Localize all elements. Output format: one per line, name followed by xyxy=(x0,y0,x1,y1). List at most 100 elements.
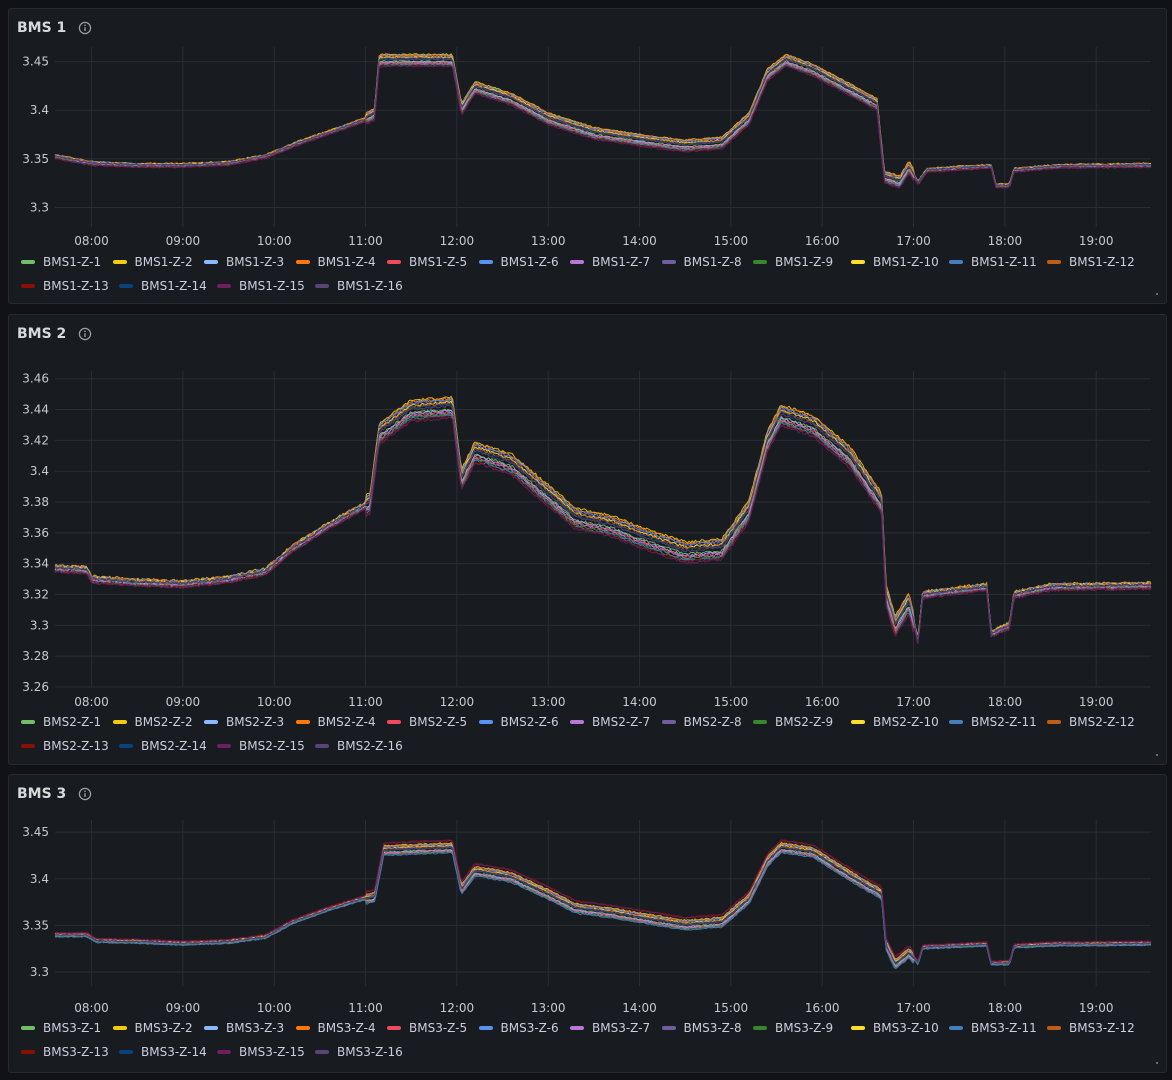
legend-swatch xyxy=(387,720,401,724)
series-line-bms1-z-13[interactable] xyxy=(54,64,1152,189)
legend-item[interactable]: BMS3-Z-9 xyxy=(753,1019,851,1037)
x-tick-label: 14:00 xyxy=(622,695,657,709)
panel-title: BMS 3 xyxy=(17,786,67,802)
legend-item[interactable]: BMS1-Z-6 xyxy=(478,253,571,271)
legend-swatch xyxy=(315,1050,329,1054)
series-line-bms2-z-7[interactable] xyxy=(54,412,1152,641)
legend-item[interactable]: BMS2-Z-7 xyxy=(570,713,662,731)
legend-swatch xyxy=(21,1050,35,1054)
legend-item[interactable]: BMS3-Z-1 xyxy=(21,1019,113,1037)
legend-label: BMS2-Z-3 xyxy=(226,715,285,729)
info-icon[interactable] xyxy=(78,787,92,801)
legend-swatch xyxy=(217,284,231,288)
resize-handle[interactable] xyxy=(1156,293,1158,295)
series-line-bms2-z-2[interactable] xyxy=(54,395,1152,636)
legend-item[interactable]: BMS1-Z-12 xyxy=(1047,253,1145,271)
series-group xyxy=(54,839,1152,970)
bms-2-chart[interactable]: 3.26 3.28 3.3 3.32 3.34 3.36 3.38 3.4 3.42 3.44 3.… xyxy=(9,315,1168,711)
legend-item[interactable]: BMS3-Z-6 xyxy=(478,1019,571,1037)
series-line-bms2-z-8[interactable] xyxy=(54,400,1152,639)
legend-item[interactable]: BMS2-Z-14 xyxy=(119,737,217,755)
legend-item[interactable]: BMS3-Z-15 xyxy=(217,1043,315,1061)
legend-item[interactable]: BMS2-Z-9 xyxy=(753,713,851,731)
bms-3-chart[interactable]: 3.3 3.35 3.4 3.45 08:00 09:00 10:00 11:00 12:00 1… xyxy=(9,775,1168,1020)
legend-item[interactable]: BMS2-Z-10 xyxy=(851,713,949,731)
legend-item[interactable]: BMS3-Z-8 xyxy=(661,1019,754,1037)
legend-item[interactable]: BMS2-Z-5 xyxy=(387,713,479,731)
legend-label: BMS1-Z-2 xyxy=(134,255,193,269)
legend-item[interactable]: BMS2-Z-1 xyxy=(21,713,113,731)
legend-swatch xyxy=(315,744,329,748)
legend-item[interactable]: BMS3-Z-4 xyxy=(295,1019,388,1037)
legend-item[interactable]: BMS2-Z-6 xyxy=(478,713,571,731)
legend-item[interactable]: BMS1-Z-10 xyxy=(851,253,949,271)
legend-item[interactable]: BMS2-Z-4 xyxy=(295,713,388,731)
legend-item[interactable]: BMS3-Z-11 xyxy=(949,1019,1047,1037)
resize-handle[interactable] xyxy=(1156,754,1158,756)
series-line-bms3-z-5[interactable] xyxy=(54,849,1152,968)
legend-label: BMS1-Z-15 xyxy=(239,279,305,293)
series-line-bms1-z-16[interactable] xyxy=(54,58,1152,187)
series-line-bms2-z-13[interactable] xyxy=(54,415,1152,643)
legend-item[interactable]: BMS1-Z-11 xyxy=(949,253,1047,271)
resize-handle[interactable] xyxy=(1156,1062,1158,1064)
legend-item[interactable]: BMS3-Z-13 xyxy=(21,1043,119,1061)
series-line-bms1-z-15[interactable] xyxy=(54,65,1152,189)
legend-item[interactable]: BMS1-Z-15 xyxy=(217,277,315,295)
legend-item[interactable]: BMS3-Z-5 xyxy=(387,1019,479,1037)
legend-label: BMS1-Z-8 xyxy=(683,255,742,269)
legend-item[interactable]: BMS3-Z-2 xyxy=(112,1019,205,1037)
legend-label: BMS1-Z-16 xyxy=(337,279,403,293)
legend-item[interactable]: BMS1-Z-3 xyxy=(204,253,296,271)
legend-item[interactable]: BMS2-Z-11 xyxy=(949,713,1047,731)
x-tick-label: 18:00 xyxy=(988,1001,1023,1015)
series-line-bms3-z-9[interactable] xyxy=(54,851,1152,969)
series-line-bms2-z-5[interactable] xyxy=(54,411,1152,641)
legend-swatch xyxy=(112,260,127,264)
legend-item[interactable]: BMS3-Z-7 xyxy=(570,1019,662,1037)
series-line-bms3-z-11[interactable] xyxy=(54,851,1152,970)
legend-item[interactable]: BMS3-Z-14 xyxy=(119,1043,217,1061)
legend-item[interactable]: BMS1-Z-1 xyxy=(21,253,113,271)
legend-item[interactable]: BMS2-Z-2 xyxy=(112,713,205,731)
legend-item[interactable]: BMS3-Z-12 xyxy=(1047,1019,1145,1037)
legend-item[interactable]: BMS1-Z-16 xyxy=(315,277,413,295)
legend-label: BMS1-Z-9 xyxy=(775,255,834,269)
legend-label: BMS2-Z-9 xyxy=(775,715,834,729)
series-line-bms2-z-10[interactable] xyxy=(54,400,1152,638)
legend-item[interactable]: BMS2-Z-3 xyxy=(204,713,296,731)
legend-item[interactable]: BMS3-Z-10 xyxy=(851,1019,949,1037)
legend-item[interactable]: BMS1-Z-4 xyxy=(295,253,388,271)
legend-item[interactable]: BMS1-Z-14 xyxy=(119,277,217,295)
series-line-bms1-z-11[interactable] xyxy=(54,63,1152,189)
bms-1-chart[interactable]: 3.3 3.35 3.4 3.45 08:00 09:00 10:00 11:00 12:00 1… xyxy=(9,9,1168,254)
legend-item[interactable]: BMS2-Z-12 xyxy=(1047,713,1145,731)
series-line-bms3-z-15[interactable] xyxy=(54,839,1152,963)
series-line-bms2-z-11[interactable] xyxy=(54,414,1152,644)
info-icon[interactable] xyxy=(78,21,92,35)
legend-item[interactable]: BMS3-Z-3 xyxy=(204,1019,296,1037)
legend-swatch xyxy=(949,260,963,264)
legend-item[interactable]: BMS2-Z-16 xyxy=(315,737,413,755)
series-line-bms2-z-1[interactable] xyxy=(54,408,1152,641)
legend-item[interactable]: BMS2-Z-15 xyxy=(217,737,315,755)
series-line-bms3-z-16[interactable] xyxy=(54,846,1152,965)
series-group xyxy=(54,395,1152,644)
legend-item[interactable]: BMS1-Z-5 xyxy=(387,253,479,271)
series-line-bms2-z-14[interactable] xyxy=(54,402,1152,638)
legend-item[interactable]: BMS1-Z-7 xyxy=(570,253,662,271)
legend-item[interactable]: BMS1-Z-13 xyxy=(21,277,119,295)
x-tick-label: 16:00 xyxy=(805,234,840,248)
legend-item[interactable]: BMS2-Z-8 xyxy=(661,713,754,731)
panel-bms-1: BMS 1 3.3 3.35 3.4 3.45 08:00 09:00 10:00 11:00… xyxy=(8,8,1167,304)
legend-item[interactable]: BMS3-Z-16 xyxy=(315,1043,413,1061)
legend-swatch xyxy=(295,1026,310,1030)
series-line-bms2-z-16[interactable] xyxy=(54,404,1152,640)
series-line-bms2-z-15[interactable] xyxy=(54,416,1152,644)
x-tick-label: 13:00 xyxy=(531,695,566,709)
info-icon[interactable] xyxy=(78,327,92,341)
legend-item[interactable]: BMS2-Z-13 xyxy=(21,737,119,755)
legend-item[interactable]: BMS1-Z-8 xyxy=(661,253,754,271)
legend-item[interactable]: BMS1-Z-9 xyxy=(753,253,851,271)
legend-item[interactable]: BMS1-Z-2 xyxy=(112,253,205,271)
